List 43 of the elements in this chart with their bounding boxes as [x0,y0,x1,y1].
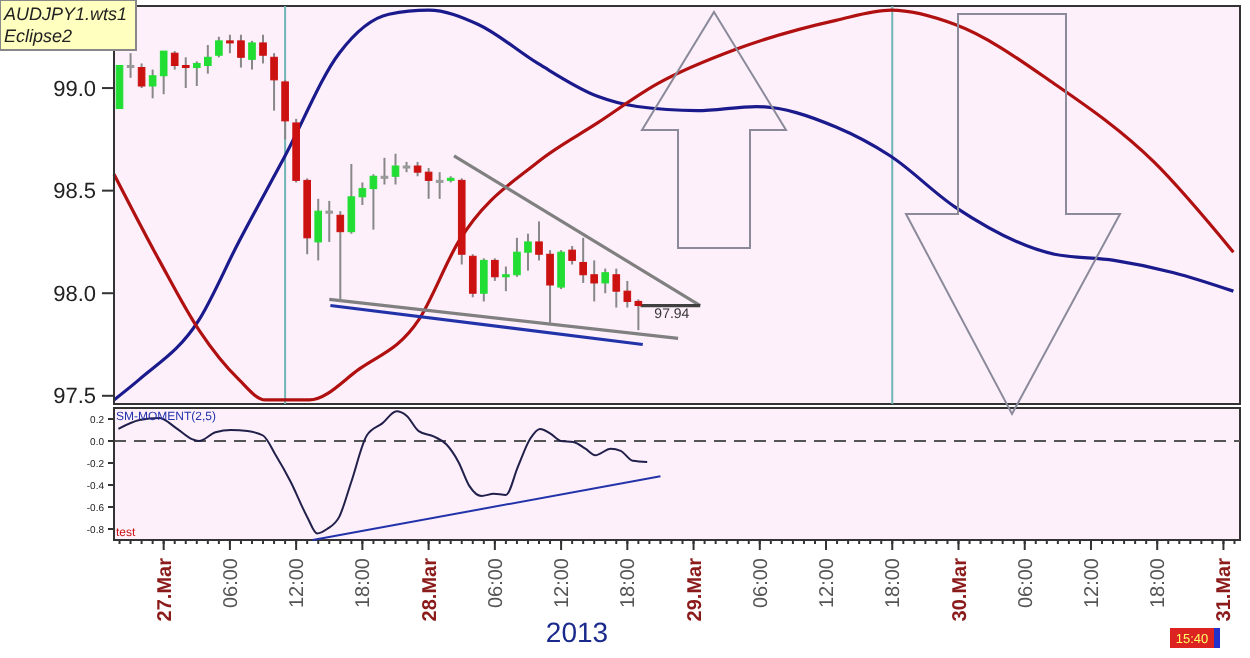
x-tick-label: 28.Mar [419,557,442,622]
x-tick-label: 06:00 [750,557,773,609]
candlestick [215,35,223,59]
x-axis-title: 2013 [545,616,609,648]
candlestick [325,199,334,243]
candlestick [259,33,267,65]
y-tick-label: 98.0 [53,282,96,307]
y-tick-label: 97.5 [53,385,96,410]
x-tick-label: 12:00 [817,557,840,609]
candlestick [281,78,289,141]
x-tick-label: 06:00 [220,557,243,609]
annotation: AUDJPY1.wts1 [2,4,128,24]
x-tick-label: 12:00 [287,557,310,609]
candlestick [391,152,400,186]
candlestick [270,52,278,112]
line-series [117,410,649,535]
y-tick-label: 98.5 [53,180,96,205]
x-tick-label: 06:00 [485,557,508,609]
x-tick-label: 12:00 [552,557,575,609]
x-tick-label: 18:00 [618,557,641,609]
x-tick-label: 18:00 [353,557,376,609]
x-tick-label: 06:00 [1015,557,1038,609]
candlestick [435,171,444,200]
x-tick-label: 30.Mar [949,557,972,622]
candlestick [480,257,488,303]
x-tick-label: 29.Mar [684,557,707,622]
candlestick [137,62,146,90]
candlestick [601,267,610,295]
x-tick-label: 12:00 [1081,557,1104,609]
candlestick [380,156,389,186]
x-tick-label: 27.Mar [154,557,177,622]
candlestick [115,64,124,110]
text: Eclipse2 [4,26,73,46]
candlestick [314,197,323,262]
candlestick [468,253,477,299]
x-tick-label: 31.Mar [1214,557,1237,622]
candlestick [491,257,499,282]
candlestick [568,245,576,266]
x-tick-label: 18:00 [883,557,906,609]
y-tick-label: 99.0 [53,77,96,102]
x-tick-label: 18:00 [1148,557,1171,609]
candlestick [248,39,256,71]
candlestick [557,249,565,291]
